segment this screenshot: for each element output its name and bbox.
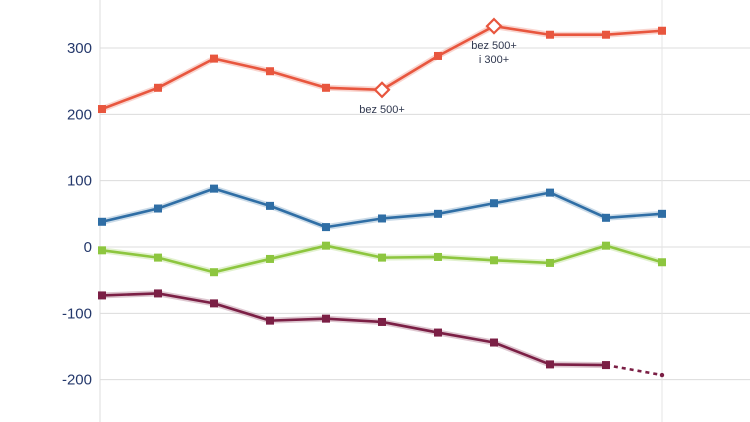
series-line-projection bbox=[605, 363, 663, 377]
data-point bbox=[434, 252, 442, 261]
data-point bbox=[322, 83, 330, 92]
y-tick-label: 300 bbox=[67, 40, 92, 57]
data-point bbox=[378, 214, 386, 223]
data-point bbox=[154, 289, 162, 298]
data-point bbox=[546, 360, 554, 369]
data-point bbox=[210, 299, 218, 308]
data-point bbox=[602, 361, 610, 370]
data-point bbox=[154, 204, 162, 213]
data-point bbox=[378, 253, 386, 262]
data-point bbox=[266, 201, 274, 210]
annotation-label: bez 500+ bbox=[359, 104, 405, 116]
data-point bbox=[322, 223, 330, 232]
data-point bbox=[378, 317, 386, 326]
data-point bbox=[98, 291, 106, 300]
data-point bbox=[658, 258, 666, 267]
data-point bbox=[210, 184, 218, 193]
data-point bbox=[154, 253, 162, 262]
y-tick-label: -100 bbox=[62, 305, 92, 322]
data-point-hollow bbox=[373, 81, 391, 99]
series-line-glow bbox=[99, 290, 609, 369]
data-point bbox=[658, 209, 666, 218]
data-point bbox=[490, 256, 498, 265]
data-point bbox=[98, 246, 106, 255]
annotation-label: i 300+ bbox=[479, 54, 509, 66]
data-point bbox=[266, 254, 274, 263]
data-point bbox=[602, 30, 610, 39]
data-point bbox=[322, 241, 330, 250]
data-point bbox=[210, 268, 218, 277]
y-tick-label: 0 bbox=[84, 239, 92, 256]
y-tick-label: 100 bbox=[67, 173, 92, 190]
y-tick-label: -200 bbox=[62, 372, 92, 389]
data-point bbox=[490, 199, 498, 208]
data-point bbox=[322, 314, 330, 323]
data-point bbox=[434, 51, 442, 60]
data-point bbox=[266, 316, 274, 325]
data-point bbox=[154, 83, 162, 92]
data-point bbox=[490, 338, 498, 347]
data-point bbox=[266, 67, 274, 76]
data-point bbox=[546, 258, 554, 267]
annotation-label: bez 500+ bbox=[471, 40, 517, 52]
data-point bbox=[434, 209, 442, 218]
data-point-hollow bbox=[485, 17, 503, 35]
data-point bbox=[434, 328, 442, 337]
data-point bbox=[602, 213, 610, 222]
data-point bbox=[658, 26, 666, 35]
data-point bbox=[546, 188, 554, 197]
series-end-point bbox=[659, 372, 665, 378]
y-tick-label: 200 bbox=[67, 106, 92, 123]
series-line bbox=[100, 292, 608, 367]
data-point bbox=[602, 241, 610, 250]
data-point bbox=[210, 54, 218, 63]
data-point bbox=[546, 30, 554, 39]
data-point bbox=[98, 105, 106, 114]
data-point bbox=[98, 217, 106, 226]
